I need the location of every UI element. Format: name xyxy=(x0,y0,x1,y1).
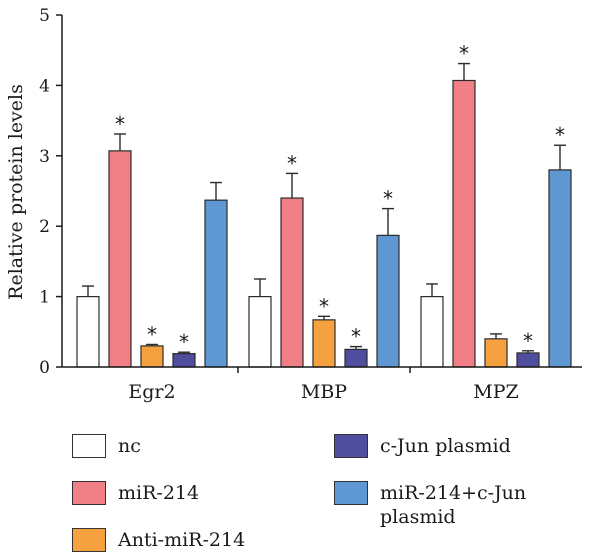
bar-mbp-mir-214 xyxy=(280,197,304,368)
bar-egr2-mir-214 xyxy=(108,150,132,368)
bar-egr2-c-jun-plasmid-significance: * xyxy=(179,330,189,354)
y-tick-label-1: 1 xyxy=(39,288,50,308)
bar-mbp-mir-214-c-jun-plasmid-significance: * xyxy=(383,187,393,211)
bar-mpz-mir-214 xyxy=(452,79,476,368)
bar-mpz-anti-mir-214 xyxy=(484,338,508,368)
bar-egr2-c-jun-plasmid xyxy=(172,353,196,368)
bar-mbp-mir-214-c-jun-plasmid xyxy=(376,234,400,368)
x-category-label-mbp: MBP xyxy=(301,381,347,403)
y-tick-label-2: 2 xyxy=(39,217,50,237)
bar-egr2-anti-mir-214-significance: * xyxy=(147,322,157,346)
bar-mpz-c-jun-plasmid-significance: * xyxy=(523,329,533,353)
y-axis: 0 1 2 3 4 5 xyxy=(39,6,63,378)
x-category-label-egr2: Egr2 xyxy=(128,381,175,403)
bar-mpz-c-jun-plasmid xyxy=(516,352,540,368)
y-tick-label-5: 5 xyxy=(39,6,50,26)
bar-mpz-mir-214-c-jun-plasmid-significance: * xyxy=(555,123,565,147)
bar-mbp-c-jun-plasmid xyxy=(344,348,368,368)
x-category-label-mpz: MPZ xyxy=(473,381,518,403)
bar-egr2-nc xyxy=(76,296,100,368)
bar-mbp-c-jun-plasmid-significance: * xyxy=(351,325,361,349)
bar-mpz-mir-214-significance: * xyxy=(459,42,469,66)
y-tick-label-0: 0 xyxy=(39,358,50,378)
y-tick-label-3: 3 xyxy=(39,147,50,167)
bar-mpz-mir-214-c-jun-plasmid xyxy=(548,169,572,368)
bar-mpz-nc xyxy=(420,296,444,368)
bar-egr2-mir-214-significance: * xyxy=(115,112,125,136)
bar-mbp-mir-214-significance: * xyxy=(287,151,297,175)
bar-mbp-nc xyxy=(248,296,272,368)
bar-mbp-anti-mir-214 xyxy=(312,319,336,368)
bar-mbp-anti-mir-214-significance: * xyxy=(319,294,329,318)
bar-egr2-mir-214-c-jun-plasmid xyxy=(204,199,228,368)
x-axis: Egr2 MBP MPZ xyxy=(62,366,582,403)
bar-egr2-anti-mir-214 xyxy=(140,345,164,368)
bars: * * * * * * * * * * xyxy=(76,42,572,368)
y-tick-label-4: 4 xyxy=(39,76,50,96)
y-axis-title: Relative protein levels xyxy=(5,84,27,300)
